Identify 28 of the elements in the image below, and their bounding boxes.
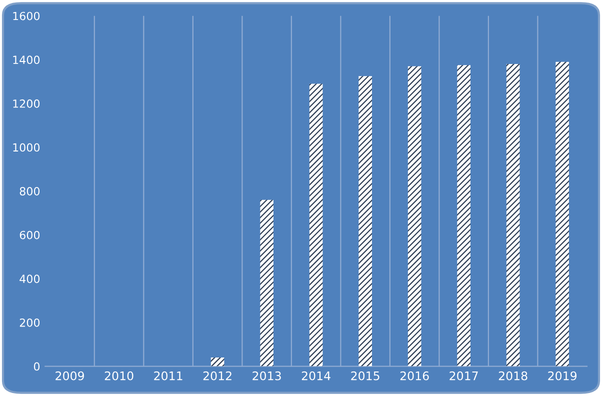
bar [210, 358, 224, 366]
bar [358, 76, 372, 366]
x-tick-label: 2018 [498, 371, 528, 380]
y-tick-label: 1400 [13, 56, 40, 64]
y-tick-label: 1600 [13, 12, 40, 20]
x-tick-label: 2009 [56, 371, 84, 380]
x-tick-label: 2019 [548, 371, 577, 380]
x-tick-label: 2016 [400, 371, 429, 380]
bar [408, 66, 422, 366]
bar [556, 62, 569, 366]
x-tick-label: 2014 [302, 371, 330, 380]
y-tick-label: 400 [20, 274, 40, 284]
x-tick-label: 2015 [351, 371, 380, 380]
bar [309, 84, 323, 366]
x-tick-label: 2010 [104, 371, 134, 380]
y-tick-label: 200 [20, 318, 40, 327]
y-tick-label: 1000 [13, 143, 40, 152]
bar [260, 200, 274, 366]
y-tick-label: 600 [20, 230, 40, 240]
x-tick-label: 2012 [203, 371, 232, 380]
bar [506, 64, 520, 366]
y-tick-label: 1200 [13, 99, 40, 108]
y-tick-label: 0 [34, 362, 40, 371]
bar [457, 65, 470, 366]
x-tick-label: 2017 [450, 371, 478, 380]
y-tick-label: 800 [20, 187, 40, 196]
x-tick-label: 2011 [154, 371, 182, 380]
x-tick-label: 2013 [252, 371, 281, 380]
